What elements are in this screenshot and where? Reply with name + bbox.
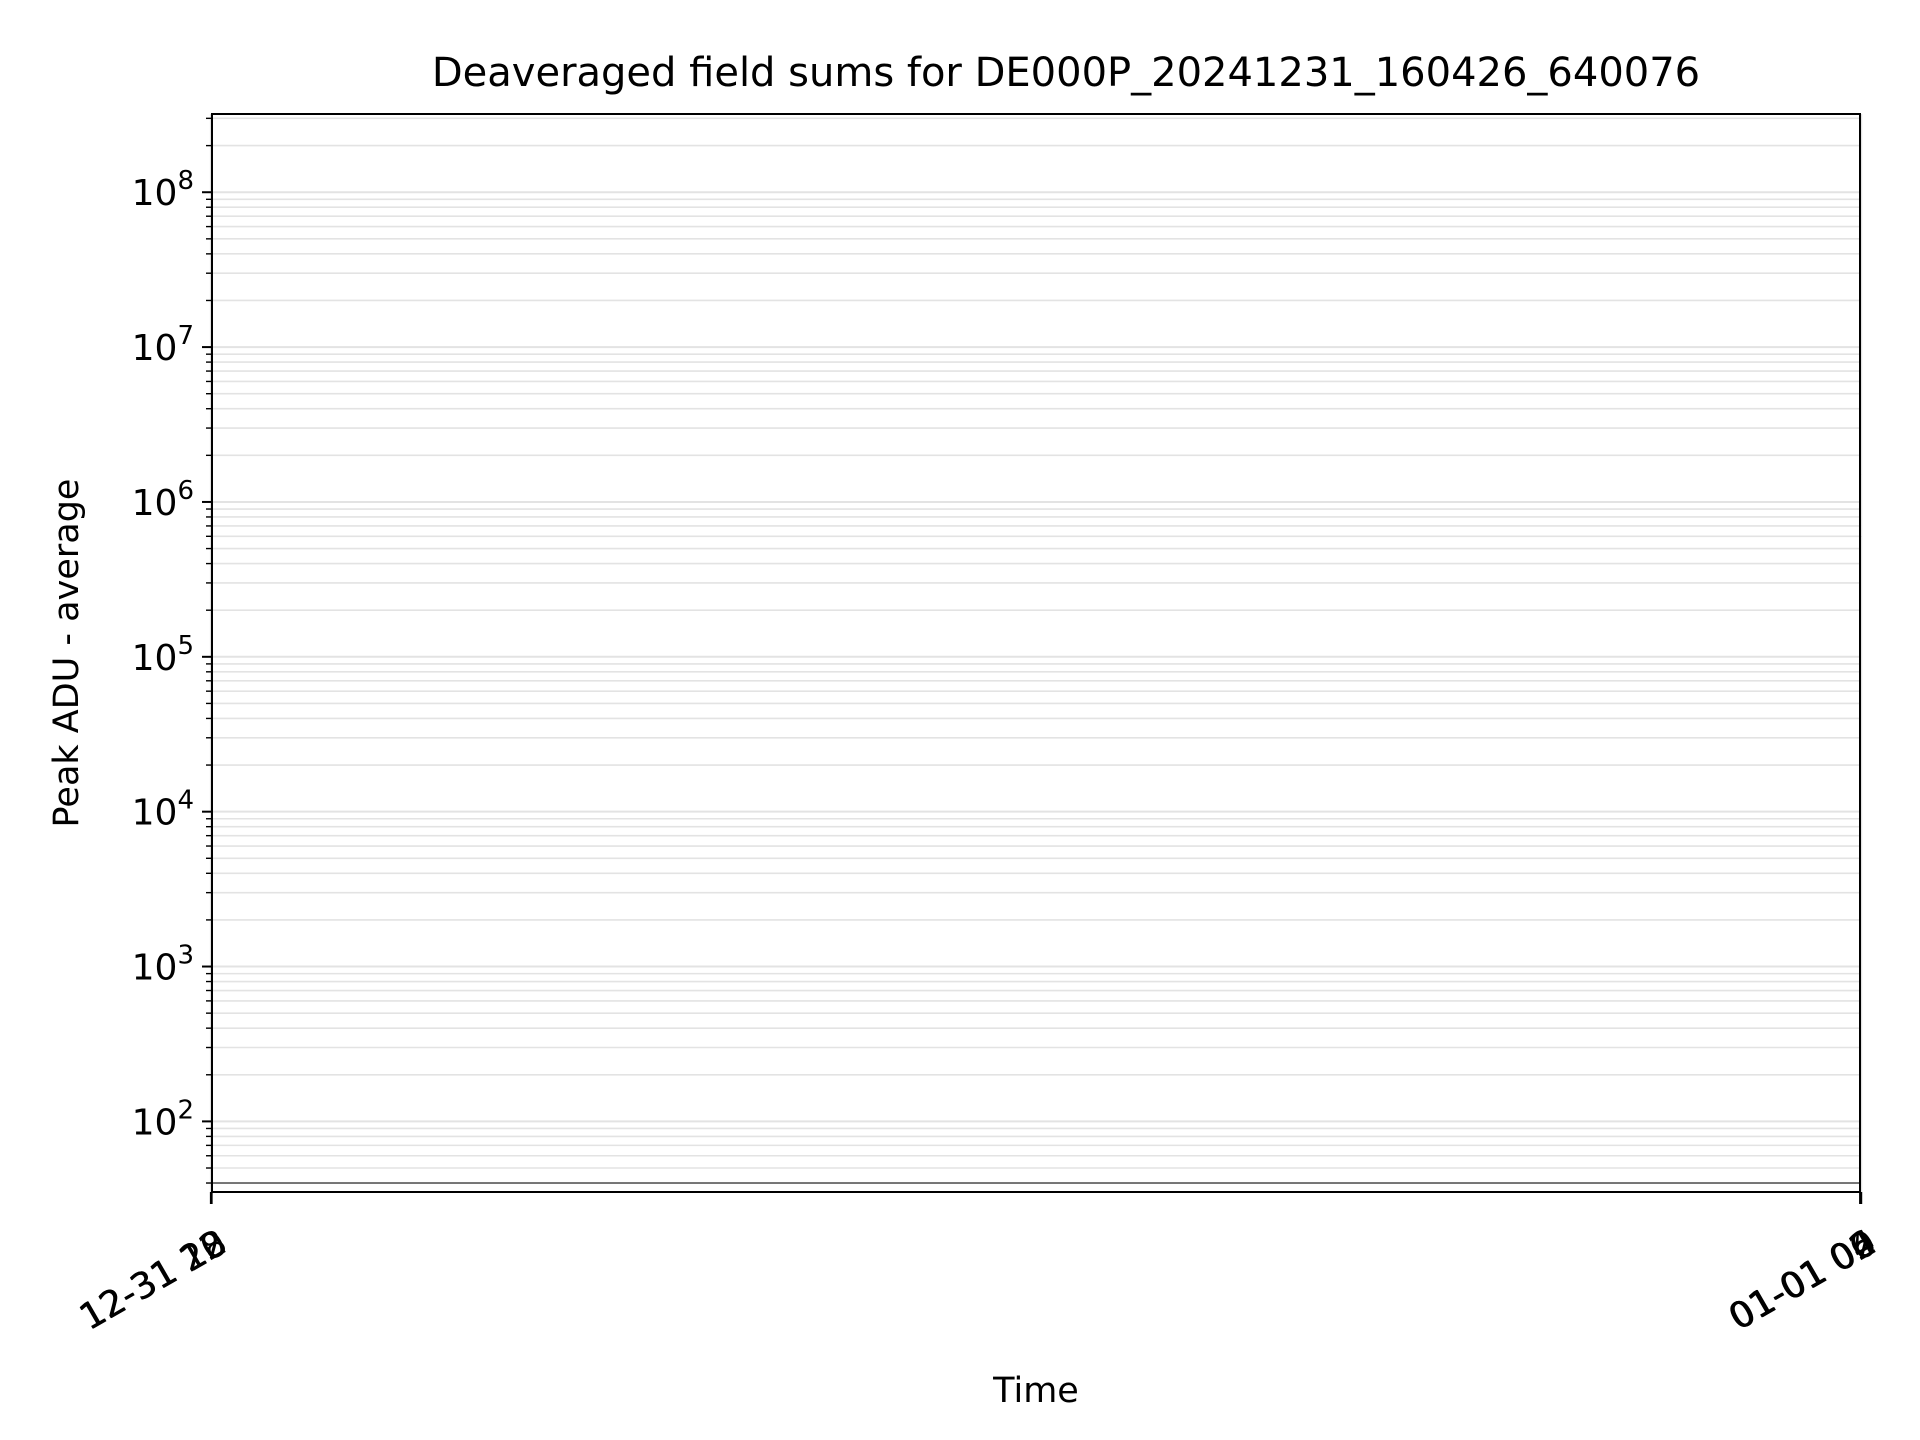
- y-tick-base: 10: [132, 173, 178, 214]
- plot-frame: [211, 113, 1861, 1193]
- y-tick-base: 10: [132, 948, 178, 989]
- chart-title: Deaveraged field sums for DE000P_2024123…: [432, 50, 1700, 96]
- y-tick-exponent: 6: [177, 476, 194, 506]
- y-tick-base: 10: [132, 1102, 178, 1143]
- y-tick-base: 10: [132, 793, 178, 834]
- y-tick-base: 10: [132, 638, 178, 679]
- x-axis-label: Time: [992, 1371, 1079, 1411]
- y-tick-exponent: 8: [177, 166, 194, 196]
- y-tick-label: 107: [132, 321, 194, 369]
- y-tick-label: 104: [132, 786, 194, 834]
- y-tick-label: 102: [132, 1095, 194, 1143]
- x-tick-label: 12-31 22: [73, 1222, 234, 1338]
- y-tick-base: 10: [132, 483, 178, 524]
- y-tick-label: 108: [132, 166, 194, 214]
- y-tick-exponent: 7: [177, 321, 194, 351]
- x-tick-label: 01-01 06: [1722, 1222, 1883, 1338]
- y-tick-exponent: 5: [177, 631, 194, 661]
- y-tick-exponent: 2: [177, 1095, 194, 1125]
- y-axis-label: Peak ADU - average: [47, 479, 87, 828]
- y-tick-exponent: 4: [177, 786, 194, 816]
- y-tick-base: 10: [132, 328, 178, 369]
- y-tick-label: 106: [132, 476, 194, 524]
- y-tick-label: 105: [132, 631, 194, 679]
- y-tick-exponent: 3: [177, 941, 194, 971]
- y-tick-label: 103: [132, 941, 194, 989]
